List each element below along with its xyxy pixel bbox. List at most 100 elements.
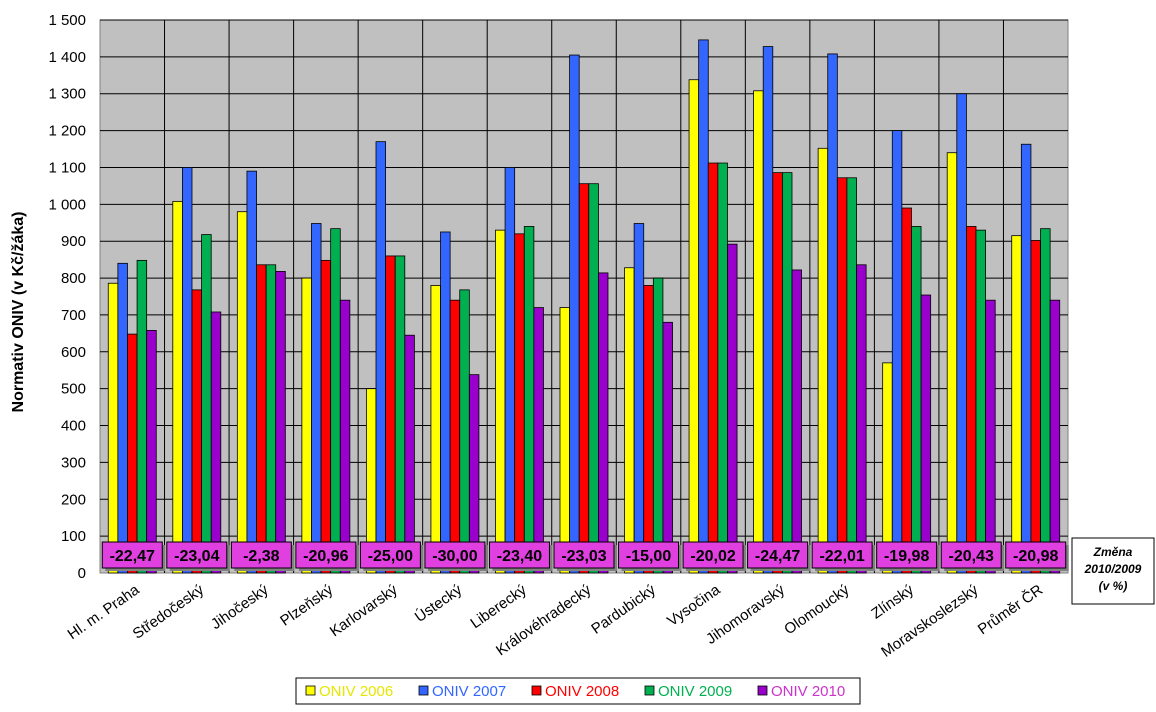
y-tick-label: 800 bbox=[61, 270, 86, 287]
x-tick-label: Pardubický bbox=[588, 581, 659, 638]
bar-4-1 bbox=[136, 259, 148, 574]
y-tick-labels: 0 100 200 300 400 500 600 700 800 900 1 000 1 100 1 … bbox=[48, 12, 86, 582]
bar-5-4 bbox=[339, 299, 351, 574]
bar-4-14 bbox=[975, 229, 987, 574]
bar-3-14 bbox=[966, 226, 977, 574]
change-label: -23,03 bbox=[561, 548, 606, 565]
x-tick-label: Vysočina bbox=[664, 581, 724, 630]
change-label-box bbox=[1005, 541, 1067, 569]
bar-1-12 bbox=[817, 147, 829, 574]
change-label: -20,96 bbox=[303, 548, 348, 565]
bar-4-7 bbox=[523, 226, 535, 574]
bar-3-4 bbox=[320, 259, 332, 574]
bar-5-12 bbox=[856, 264, 867, 574]
bar-1-7 bbox=[495, 229, 506, 574]
change-label-box bbox=[295, 541, 357, 569]
bar-3-2 bbox=[191, 289, 203, 574]
category-separators bbox=[164, 20, 1004, 573]
bar-5-6 bbox=[468, 374, 480, 574]
bar-1-13 bbox=[882, 362, 893, 574]
change-label: -20,02 bbox=[690, 548, 735, 565]
bar-1-3 bbox=[236, 211, 248, 574]
change-label-box bbox=[553, 541, 615, 569]
change-label: -20,98 bbox=[1013, 548, 1058, 565]
bar-5-2 bbox=[210, 311, 222, 574]
bar-4-13 bbox=[911, 226, 922, 574]
y-tick-label: 900 bbox=[61, 233, 86, 250]
legend-label: ONIV 2010 bbox=[771, 683, 845, 700]
change-label: -30,00 bbox=[432, 548, 477, 565]
y-tick-label: 500 bbox=[61, 381, 86, 398]
bar-1-2 bbox=[172, 200, 183, 574]
y-tick-label: 1 000 bbox=[48, 196, 86, 213]
bar-4-5 bbox=[394, 255, 406, 574]
bar-3-9 bbox=[643, 285, 654, 574]
legend-swatch bbox=[305, 685, 316, 696]
legend-swatch bbox=[418, 685, 429, 696]
bar-3-13 bbox=[901, 207, 912, 574]
bar-2-3 bbox=[246, 170, 257, 574]
bar-4-12 bbox=[846, 177, 857, 574]
bar-4-3 bbox=[265, 264, 277, 574]
y-tick-label: 1 100 bbox=[48, 159, 86, 176]
bar-2-15 bbox=[1020, 143, 1032, 574]
y-tick-label: 700 bbox=[61, 307, 86, 324]
x-tick-label: Olomoucký bbox=[781, 581, 853, 638]
x-tick-label: Zlínský bbox=[868, 581, 917, 622]
change-note-line-3: (v %) bbox=[1099, 579, 1128, 593]
bar-5-8 bbox=[598, 272, 609, 574]
bar-2-14 bbox=[956, 93, 967, 574]
bar-5-15 bbox=[1049, 299, 1061, 574]
x-tick-label: Liberecký bbox=[467, 581, 530, 632]
y-tick-label: 300 bbox=[61, 454, 86, 471]
bar-1-1 bbox=[107, 282, 119, 574]
bar-3-15 bbox=[1030, 240, 1041, 574]
bar-3-8 bbox=[578, 183, 590, 574]
bar-1-10 bbox=[688, 79, 700, 574]
bar-2-13 bbox=[891, 130, 903, 574]
change-label: -22,47 bbox=[110, 548, 155, 565]
bar-4-10 bbox=[717, 162, 728, 574]
bar-5-7 bbox=[533, 307, 544, 574]
bars bbox=[107, 39, 1061, 574]
bar-5-3 bbox=[275, 271, 286, 574]
x-tick-label: Středočeský bbox=[130, 581, 208, 643]
bar-3-10 bbox=[707, 162, 719, 574]
change-label: -15,00 bbox=[626, 548, 671, 565]
bar-4-8 bbox=[588, 183, 599, 574]
y-tick-label: 1 500 bbox=[48, 12, 86, 29]
bar-2-12 bbox=[827, 53, 838, 574]
bar-3-3 bbox=[256, 264, 267, 574]
change-label-box bbox=[230, 541, 292, 569]
change-label: -2,38 bbox=[243, 548, 280, 565]
change-label-box bbox=[101, 541, 163, 569]
bar-1-6 bbox=[430, 285, 441, 574]
y-tick-label: 100 bbox=[61, 528, 86, 545]
change-label-box bbox=[359, 541, 421, 569]
x-tick-label: Průměr ČR bbox=[975, 581, 1046, 638]
change-label-box bbox=[618, 541, 680, 569]
change-label: -25,00 bbox=[368, 548, 413, 565]
bar-4-15 bbox=[1040, 228, 1051, 574]
bar-1-11 bbox=[753, 90, 764, 574]
bar-2-6 bbox=[440, 231, 451, 574]
legend-swatch bbox=[531, 685, 542, 696]
bar-2-9 bbox=[633, 223, 645, 574]
bar-3-12 bbox=[836, 177, 848, 574]
y-tick-label: 400 bbox=[61, 418, 86, 435]
bar-4-4 bbox=[330, 228, 341, 574]
bar-2-1 bbox=[117, 262, 128, 574]
change-label-box bbox=[682, 541, 744, 569]
bar-4-6 bbox=[459, 289, 470, 574]
legend-swatch bbox=[757, 685, 768, 696]
change-label-box bbox=[488, 541, 550, 569]
change-note-line-1: Změna bbox=[1093, 545, 1133, 559]
bar-2-4 bbox=[311, 223, 322, 574]
change-label: -23,40 bbox=[497, 548, 542, 565]
bar-4-9 bbox=[652, 277, 664, 574]
legend: ONIV 2006 ONIV 2007 ONIV 2008 ONIV 2009 ONIV… bbox=[295, 677, 861, 705]
bar-5-1 bbox=[146, 330, 157, 574]
change-label-box bbox=[876, 541, 938, 569]
